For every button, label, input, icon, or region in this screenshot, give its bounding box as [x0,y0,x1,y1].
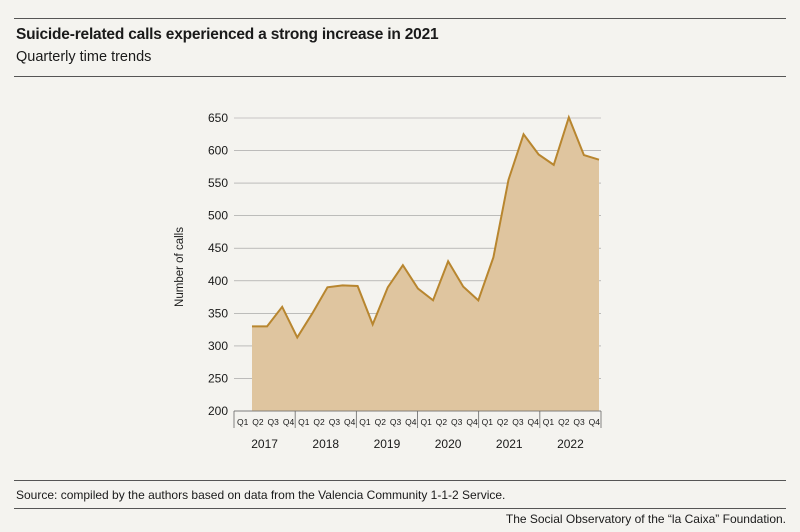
y-tick-label: 450 [208,241,228,255]
quarter-tick-label: Q1 [543,417,555,427]
year-tick-label: 2019 [374,437,401,451]
quarter-tick-label: Q4 [589,417,601,427]
quarter-tick-label: Q4 [405,417,417,427]
y-tick-label: 500 [208,209,228,223]
quarter-tick-label: Q3 [512,417,524,427]
quarter-tick-label: Q1 [359,417,371,427]
y-tick-label: 300 [208,339,228,353]
year-tick-label: 2022 [557,437,584,451]
year-tick-label: 2017 [251,437,278,451]
quarter-tick-label: Q1 [482,417,494,427]
year-tick-label: 2020 [435,437,462,451]
quarter-tick-label: Q2 [313,417,325,427]
quarter-tick-label: Q2 [558,417,570,427]
year-tick-label: 2018 [312,437,339,451]
quarter-tick-label: Q1 [237,417,249,427]
footer-credit: The Social Observatory of the “la Caixa”… [505,512,786,526]
footer-rule [14,508,786,509]
quarter-tick-label: Q3 [329,417,341,427]
y-tick-label: 550 [208,176,228,190]
quarter-tick-label: Q3 [268,417,280,427]
chart-title: Suicide-related calls experienced a stro… [16,26,439,43]
quarter-tick-label: Q3 [451,417,463,427]
y-tick-label: 350 [208,306,228,320]
quarter-tick-label: Q3 [573,417,585,427]
year-tick-label: 2021 [496,437,523,451]
series-line [252,114,600,340]
y-axis: 200 250 300 350 400 450 500 550 600 650 [208,111,228,418]
footer-top-rule [14,480,786,481]
quarter-tick-label: Q4 [528,417,540,427]
quarter-tick-label: Q4 [344,417,356,427]
y-tick-label: 600 [208,144,228,158]
quarter-tick-label: Q2 [436,417,448,427]
data-area [251,114,600,412]
quarter-tick-label: Q2 [375,417,387,427]
quarter-tick-label: Q3 [390,417,402,427]
top-rule [14,18,786,19]
source-note: Source: compiled by the authors based on… [16,488,506,502]
y-axis-label: Number of calls [174,227,186,307]
quarter-tick-label: Q1 [420,417,432,427]
y-tick-label: 650 [208,111,228,125]
area-fill [252,117,599,412]
quarter-tick-label: Q4 [283,417,295,427]
quarter-tick-label: Q2 [252,417,264,427]
y-tick-label: 200 [208,404,228,418]
header-rule [14,76,786,77]
quarter-tick-label: Q1 [298,417,310,427]
quarter-tick-label: Q2 [497,417,509,427]
y-tick-label: 250 [208,371,228,385]
chart-subtitle: Quarterly time trends [16,49,152,65]
y-tick-label: 400 [208,274,228,288]
quarter-tick-label: Q4 [466,417,478,427]
